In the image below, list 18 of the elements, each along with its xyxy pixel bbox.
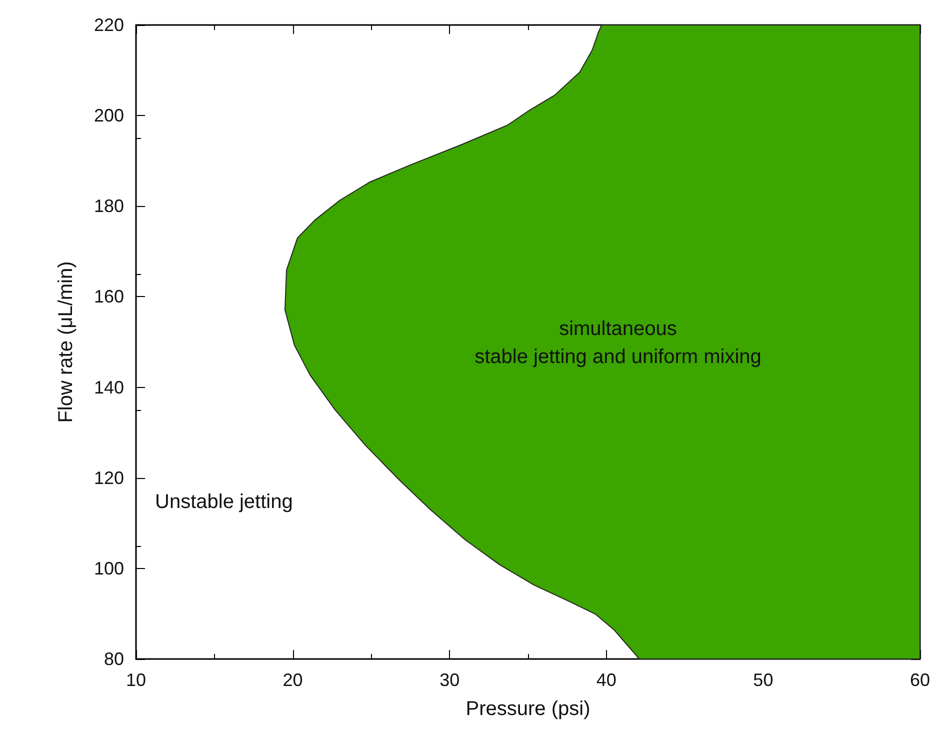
y-tick-label: 160 <box>94 286 124 307</box>
annotation: simultaneous stable jetting and uniform mixing <box>474 318 762 368</box>
x-tick-label: 10 <box>126 670 146 690</box>
x-tick-label: 50 <box>753 670 774 690</box>
y-tick-label: 180 <box>94 196 124 216</box>
y-tick-label: 220 <box>94 15 124 35</box>
annotation: Unstable jetting <box>155 491 293 513</box>
x-tick-label: 20 <box>282 670 303 690</box>
y-tick-label: 140 <box>94 377 124 398</box>
y-tick-label: 120 <box>94 468 124 488</box>
y-tick-label: 100 <box>94 558 124 578</box>
y-tick-label: 80 <box>104 649 124 669</box>
y-axis-title: Flow rate (μL/min) <box>55 261 77 423</box>
x-axis-title: Pressure (psi) <box>466 698 590 720</box>
y-tick-label: 200 <box>94 106 124 126</box>
x-tick-label: 30 <box>440 670 460 690</box>
x-tick-label: 60 <box>910 670 930 690</box>
x-tick-label: 40 <box>596 670 616 690</box>
